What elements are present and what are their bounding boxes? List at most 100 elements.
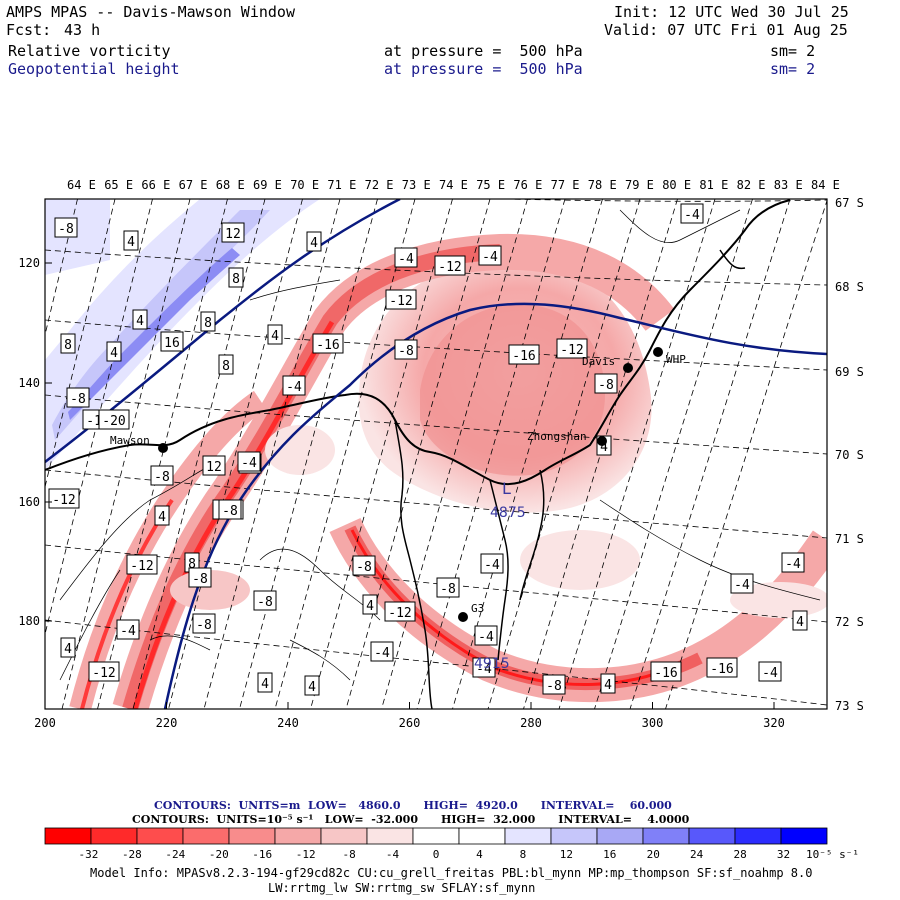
contour-value-box: -8	[218, 499, 242, 520]
colorbar-cell	[182, 827, 230, 845]
contour-box-frame	[54, 217, 78, 238]
contour-box-value: -8	[222, 504, 238, 519]
lon-label: 65 E	[104, 178, 133, 192]
model-info: Model Info: MPASv8.2.3-194-gf29cd82c CU:…	[90, 866, 813, 880]
contour-value-box: -12	[48, 488, 80, 509]
contour-value-box: -20	[98, 409, 130, 430]
contour-box-frame	[508, 344, 540, 365]
station-mawson-marker[interactable]	[158, 443, 168, 453]
contour-box-value: -16	[710, 662, 733, 677]
contour-value-box: 8	[60, 333, 76, 354]
contour-value-box: -16	[650, 661, 682, 682]
station-g3-marker[interactable]	[458, 612, 468, 622]
contour-box-frame	[98, 409, 130, 430]
station-davis-marker[interactable]	[623, 363, 633, 373]
x-axis-ticks: 200 220 240 260 280 300 320	[34, 702, 785, 730]
y-tick-label: 120	[18, 256, 40, 270]
colorbar-label: -20	[209, 848, 229, 861]
contour-box-frame	[312, 333, 344, 354]
contour-box-value: -8	[257, 595, 273, 610]
contour-box-value: -4	[286, 380, 302, 395]
contour-box-value: 4	[271, 329, 279, 344]
x-tick-label: 200	[34, 716, 56, 730]
model-info-physics: LW:rrtmg_lw SW:rrtmg_sw SFLAY:sf_mynn	[268, 881, 536, 895]
lon-label: 78 E	[588, 178, 617, 192]
contour-value-box: -4	[758, 661, 782, 682]
meridian-gridlines	[45, 199, 827, 709]
forecast-hour: 43 h	[64, 21, 101, 39]
contour-value-box: -4	[474, 625, 498, 646]
lon-label: 83 E	[774, 178, 803, 192]
station-whp-marker[interactable]	[653, 347, 663, 357]
contour-box-frame	[218, 499, 242, 520]
lat-label: 69 S	[835, 365, 864, 379]
contour-box-frame	[192, 613, 216, 634]
colorbar-label: 4	[476, 848, 483, 861]
colorbar-label: -4	[386, 848, 400, 861]
lon-label: 73 E	[402, 178, 431, 192]
contour-box-value: -8	[546, 679, 562, 694]
contour-value-box: -4	[472, 657, 496, 678]
contour-box-value: -8	[398, 344, 414, 359]
contour-box-value: -4	[484, 558, 500, 573]
station-g3-label: G3	[471, 602, 484, 615]
x-tick-label: 280	[520, 716, 542, 730]
contour-value-box: -8	[253, 590, 277, 611]
contour-box-value: 4	[110, 346, 118, 361]
red-arc-core	[132, 320, 335, 709]
colorbar-labels: -32 -28 -24 -20 -16 -12 -8 -4 0 4 8 12 16 20 24 28 32	[79, 848, 791, 861]
init-time: Init: 12 UTC Wed 30 Jul 25	[614, 3, 849, 21]
contour-box-frame	[282, 375, 306, 396]
contour-box-frame	[730, 573, 754, 594]
contour-box-value: 12	[206, 460, 222, 475]
coast-islands	[719, 249, 746, 270]
contour-value-labels: -8 4 12 4 8 -4 -12 -4 4 8 4 -12 8 4 -16 -8 -16 -12 8 16 4 -4 -…	[48, 203, 808, 696]
contour-box-frame	[228, 267, 244, 288]
contour-value-box: 4	[792, 610, 808, 631]
contour-value-box: 4	[362, 594, 378, 615]
contour-box-value: -12	[438, 260, 461, 275]
colorbar-label: 20	[647, 848, 660, 861]
contour-box-value: 4	[136, 314, 144, 329]
contour-value-box: -12	[556, 338, 588, 359]
contour-box-frame	[542, 674, 566, 695]
y-tick-label: 160	[18, 495, 40, 509]
lon-label: 71 E	[327, 178, 356, 192]
colorbar-cell	[412, 827, 460, 845]
colorbar: -32 -28 -24 -20 -16 -12 -8 -4 0 4 8 12 16 20 24 28 32 10…	[44, 827, 859, 861]
contour-box-frame	[154, 505, 170, 526]
lat-label: 70 S	[835, 448, 864, 462]
colorbar-label: -12	[296, 848, 316, 861]
contour-value-box: -16	[508, 344, 540, 365]
contour-box-frame	[188, 567, 212, 588]
valid-time: Valid: 07 UTC Fri 01 Aug 25	[604, 21, 848, 39]
lon-label: 74 E	[439, 178, 468, 192]
lat-label: 73 S	[835, 699, 864, 713]
contour-box-value: -8	[598, 378, 614, 393]
station-zhongshan-marker[interactable]	[597, 436, 607, 446]
contour-value-box: 12	[202, 455, 226, 476]
blue-band-mid	[52, 210, 270, 440]
contour-value-box: 4	[306, 231, 322, 252]
contour-value-box: 8	[200, 311, 216, 332]
lon-label: 70 E	[290, 178, 319, 192]
station-markers: Davis WHP Zhongshan Mawson G3	[110, 347, 686, 622]
contour-box-value: -4	[684, 208, 700, 223]
contour-box-value: -16	[512, 349, 535, 364]
low-value-1: 4875	[490, 505, 526, 521]
height-contour-info: CONTOURS: UNITS=m LOW= 4860.0 HIGH= 4920…	[154, 799, 672, 812]
contour-box-value: 16	[164, 336, 180, 351]
contour-value-box: -4	[282, 375, 306, 396]
contour-value-box: 4	[154, 505, 170, 526]
contour-box-frame	[267, 324, 283, 345]
contour-box-value: -16	[654, 666, 677, 681]
contour-box-frame	[362, 594, 378, 615]
contour-value-box: 4	[106, 341, 122, 362]
contour-value-box: -4	[680, 203, 704, 224]
lat-label: 71 S	[835, 532, 864, 546]
contour-box-frame	[48, 488, 80, 509]
contour-box-frame	[150, 465, 174, 486]
vorticity-field	[45, 199, 827, 709]
colorbar-cell	[90, 827, 138, 845]
blue-band-light	[45, 199, 320, 470]
